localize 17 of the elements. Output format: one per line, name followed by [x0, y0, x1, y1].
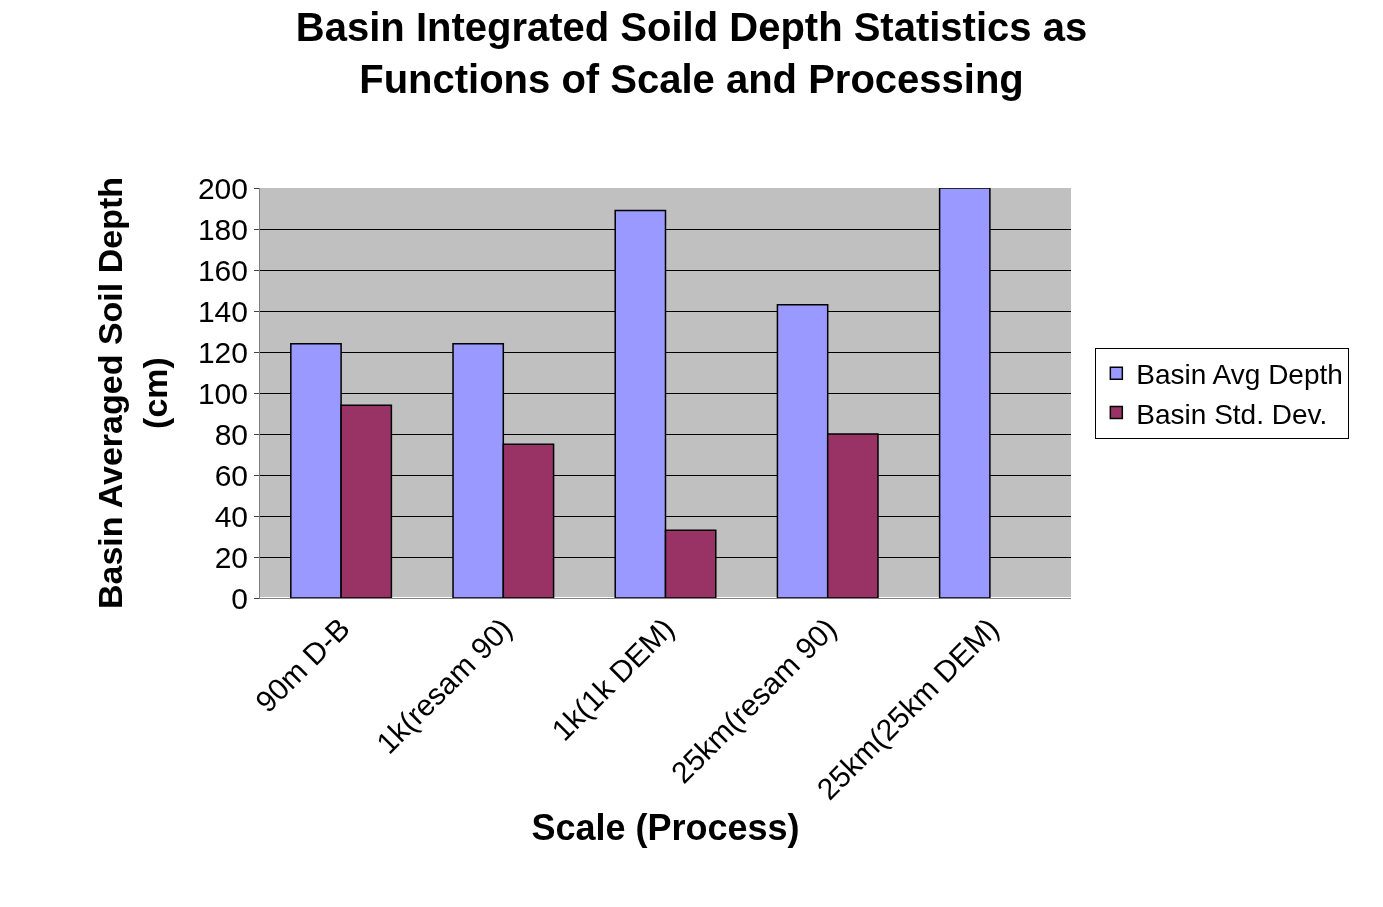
y-tick-label: 120 [197, 335, 248, 369]
y-tick-label: 60 [214, 458, 248, 492]
legend-label: Basin Avg Depth [1136, 359, 1343, 391]
legend-label: Basin Std. Dev. [1136, 398, 1328, 430]
y-tick-label: 80 [214, 417, 248, 451]
y-tick-label: 140 [197, 294, 248, 328]
x-tick-label: 90m D-B [248, 611, 356, 719]
y-tick-label: 200 [197, 171, 248, 205]
y-tick-label: 100 [197, 376, 248, 410]
y-tick-label: 0 [231, 581, 248, 615]
y-tick-label: 160 [197, 253, 248, 287]
y-tick-label: 180 [197, 212, 248, 246]
y-tick-label: 40 [214, 499, 248, 533]
y-axis-title: Basin Averaged Soil Depth (cm) [91, 176, 174, 610]
chart-title: Basin Integrated Soild Depth Statistics as Functions of Scale and Processing [295, 4, 1088, 101]
x-axis-title: Scale (Process) [531, 807, 800, 849]
y-tick-label: 20 [214, 540, 248, 574]
